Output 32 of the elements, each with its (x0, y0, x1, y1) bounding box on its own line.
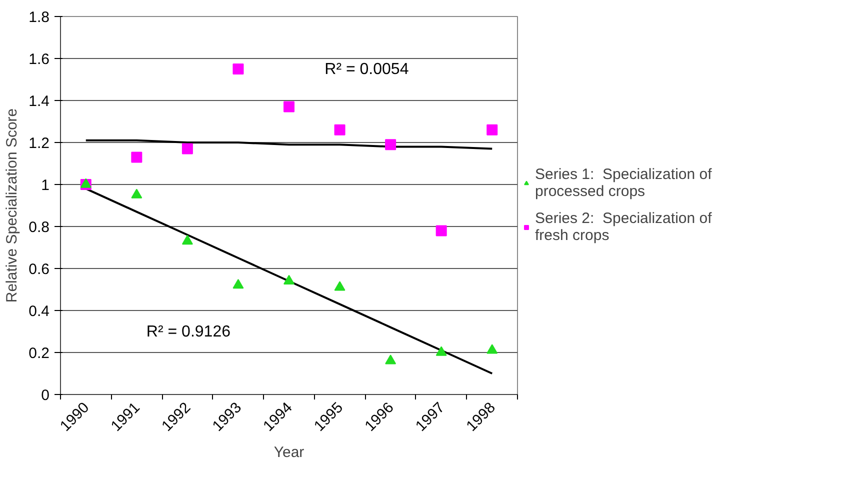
y-tick-label: 0.2 (28, 345, 50, 362)
y-tick-label: 1.6 (28, 51, 50, 68)
point (486, 124, 498, 136)
point (385, 139, 396, 150)
x-axis-title: Year (274, 444, 304, 461)
y-tick-label: 0.6 (28, 261, 50, 278)
y-tick-label: 1.2 (28, 135, 50, 152)
annotation: R² = 0.9126 (146, 324, 231, 341)
point (284, 274, 294, 284)
y-tick-label: 1.4 (28, 93, 50, 110)
y-tick-label: 0.8 (28, 219, 50, 236)
y-tick-label: 1.8 (28, 9, 50, 26)
point (334, 281, 346, 291)
point (182, 234, 193, 245)
point (284, 101, 294, 112)
legend-label: Series 2: Specialization of fresh crops (535, 210, 712, 244)
point (334, 124, 346, 136)
point (232, 279, 244, 289)
annotation: R² = 0.0054 (324, 60, 409, 78)
point (385, 354, 396, 364)
point (232, 64, 244, 74)
legend-label: Series 1: Specialization of processed crops (535, 166, 712, 200)
point (131, 152, 142, 163)
point (486, 344, 498, 354)
y-tick-label: 0.4 (28, 303, 50, 320)
point (182, 143, 193, 154)
point (131, 188, 142, 198)
y-axis-title: Relative Specialization Score (4, 108, 21, 303)
y-tick-label: 1 (41, 177, 50, 194)
point (436, 225, 447, 236)
y-tick-label: 0 (41, 387, 50, 404)
point (436, 346, 447, 356)
